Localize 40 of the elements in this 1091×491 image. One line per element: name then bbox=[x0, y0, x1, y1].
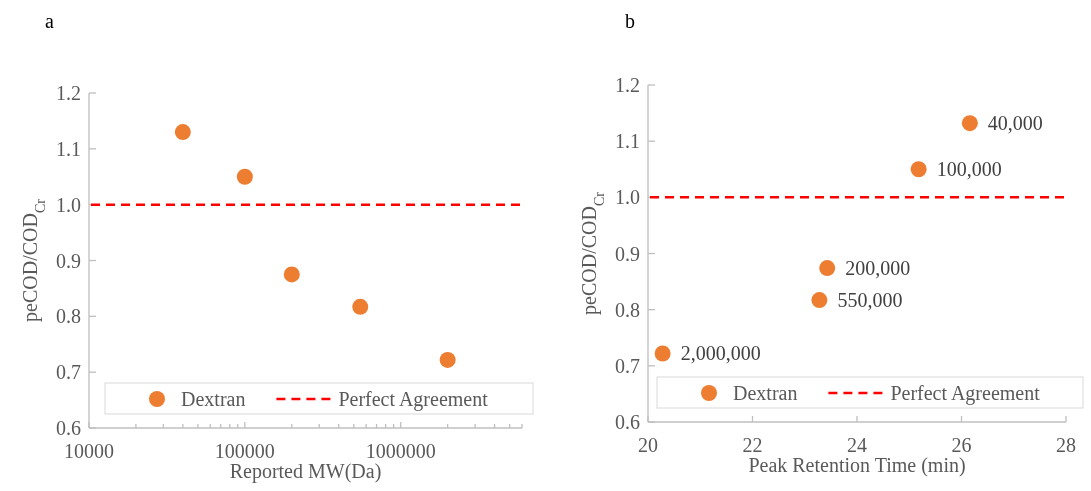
y-tick-label: 0.7 bbox=[615, 354, 640, 377]
y-tick-label: 0.8 bbox=[615, 298, 640, 321]
x-tick-label: 26 bbox=[951, 434, 972, 456]
x-tick-label: 20 bbox=[638, 434, 658, 456]
y-tick-label: 0.9 bbox=[56, 249, 81, 272]
annotation: 550,000 bbox=[837, 289, 903, 312]
x-tick-label: 22 bbox=[742, 434, 763, 456]
x-tick-label: 1000000 bbox=[365, 440, 436, 462]
x-axis-title: Reported MW(Da) bbox=[229, 460, 382, 483]
chart-title: a bbox=[45, 10, 54, 32]
annotation: 40,000 bbox=[987, 112, 1043, 135]
x-tick-label: 28 bbox=[1056, 434, 1076, 456]
y-tick-label: 1.2 bbox=[615, 74, 640, 96]
y-tick-label: 0.9 bbox=[615, 242, 640, 265]
legend-label: Perfect Agreement bbox=[338, 388, 489, 411]
x-tick-label: 10000 bbox=[64, 440, 114, 462]
point bbox=[819, 260, 836, 277]
y-tick-label: 1.0 bbox=[56, 193, 81, 216]
legend-label: Dextran bbox=[181, 388, 246, 410]
point bbox=[811, 292, 828, 309]
y-tick-label: 0.8 bbox=[56, 305, 81, 328]
annotation: 100,000 bbox=[936, 158, 1002, 181]
legend-label: Dextran bbox=[733, 382, 798, 404]
x-tick-label: 100000 bbox=[214, 440, 275, 462]
y-tick-label: 0.7 bbox=[56, 361, 81, 384]
y-tick-label: 1.1 bbox=[56, 137, 81, 160]
annotation: 2,000,000 bbox=[680, 342, 761, 365]
point bbox=[910, 161, 927, 178]
annotation: 200,000 bbox=[845, 257, 911, 280]
point bbox=[961, 115, 978, 132]
y-tick-label: 1.2 bbox=[56, 82, 81, 104]
point bbox=[654, 345, 671, 362]
y-tick-label: 0.6 bbox=[56, 417, 81, 439]
y-tick-label: 0.6 bbox=[615, 411, 640, 433]
x-tick-label: 24 bbox=[847, 434, 867, 456]
y-tick-label: 1.1 bbox=[615, 130, 640, 153]
y-tick-label: 1.0 bbox=[615, 186, 640, 209]
legend-label: Perfect Agreement bbox=[890, 382, 1041, 405]
chart-title: b bbox=[625, 10, 635, 32]
x-axis-title: Peak Retention Time (min) bbox=[748, 454, 966, 477]
